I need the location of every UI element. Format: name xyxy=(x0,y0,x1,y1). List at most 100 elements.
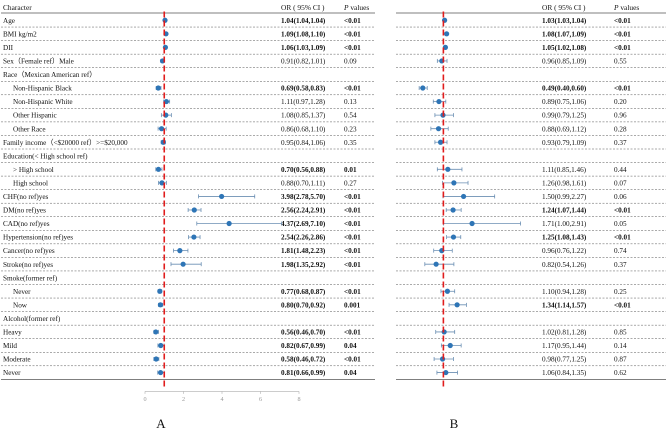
x-tick-label-a: 4 xyxy=(220,396,223,403)
row-label: Mild xyxy=(3,342,17,350)
p-value-a: <0.01 xyxy=(344,220,361,228)
p-value-b: 0.85 xyxy=(614,329,627,337)
row-label: Never xyxy=(13,288,31,296)
or-ci-b: 1.02(0.81,1.28) xyxy=(542,329,587,337)
or-ci-a: 0.77(0.68,0.87) xyxy=(281,288,326,296)
row-label: DII xyxy=(3,44,14,52)
point-b xyxy=(454,302,460,308)
or-ci-a: 0.81(0.66,0.99) xyxy=(281,369,326,377)
or-ci-a: 1.98(1.35,2.92) xyxy=(281,261,326,269)
or-ci-a: 1.06(1.03,1.09) xyxy=(281,44,326,52)
p-value-b: 0.20 xyxy=(614,98,627,106)
p-value-a: 0.04 xyxy=(344,342,357,350)
or-ci-b: 0.49(0.40,0.60) xyxy=(542,85,587,93)
p-value-b: <0.01 xyxy=(614,85,631,93)
point-b xyxy=(450,234,457,240)
point-b xyxy=(443,369,449,376)
point-b xyxy=(469,220,475,227)
or-ci-a: 1.81(1.48,2.23) xyxy=(281,247,326,255)
row-label: Family income（<$20000 ref）>=$20,000 xyxy=(3,139,128,147)
or-ci-a: 0.58(0.46,0.72) xyxy=(281,356,326,364)
row-label: High school xyxy=(13,179,48,187)
point-a xyxy=(191,207,197,213)
p-value-a: <0.01 xyxy=(344,329,361,337)
point-b xyxy=(435,126,442,132)
p-value-a: <0.01 xyxy=(344,207,361,215)
point-a xyxy=(219,193,225,200)
or-ci-b: 0.98(0.77,1.25) xyxy=(542,356,587,364)
p-value-a: <0.01 xyxy=(344,288,361,296)
point-a xyxy=(153,356,159,362)
or-ci-b: 1.24(1.07,1.44) xyxy=(542,207,587,215)
point-a xyxy=(191,234,197,240)
p-value-a: <0.01 xyxy=(344,17,361,25)
or-ci-b: 1.34(1.14,1.57) xyxy=(542,301,587,309)
or-ci-a: 1.08(0.85,1.37) xyxy=(281,112,326,120)
point-a xyxy=(157,369,164,376)
row-label: Heavy xyxy=(3,329,22,337)
p-value-a: 0.13 xyxy=(344,98,357,106)
header-p-a-rest: values xyxy=(349,3,370,12)
point-a xyxy=(153,329,159,335)
point-b xyxy=(437,139,444,145)
or-ci-b: 0.82(0.54,1.26) xyxy=(542,261,587,269)
or-ci-a: 4.37(2.69,7.10) xyxy=(281,220,326,228)
x-tick-label-a: 8 xyxy=(297,396,300,403)
row-label: Age xyxy=(3,17,15,25)
or-ci-b: 1.05(1.02,1.08) xyxy=(542,44,587,52)
or-ci-b: 0.89(0.75,1.06) xyxy=(542,98,587,106)
point-a xyxy=(177,248,183,254)
row-label: Sex（Female ref）Male xyxy=(3,58,74,66)
p-value-b: 0.74 xyxy=(614,247,627,255)
p-value-b: 0.37 xyxy=(614,261,627,269)
row-label: Hypertension(no ref)yes xyxy=(3,234,73,242)
p-value-a: <0.01 xyxy=(344,234,361,242)
p-value-a: <0.01 xyxy=(344,261,361,269)
header-or-a: OR ( 95% CI ) xyxy=(281,3,325,12)
or-ci-a: 0.70(0.56,0.88) xyxy=(281,166,326,174)
point-b xyxy=(436,98,442,105)
point-a xyxy=(157,288,163,294)
x-tick-label-a: 0 xyxy=(143,396,146,403)
p-value-a: <0.01 xyxy=(344,247,361,255)
row-label: Other Race xyxy=(13,125,46,133)
p-value-b: 0.62 xyxy=(614,369,627,377)
p-value-a: 0.54 xyxy=(344,112,357,120)
or-ci-a: 3.98(2.78,5.70) xyxy=(281,193,326,201)
p-value-b: 0.07 xyxy=(614,179,627,187)
x-tick-label-a: 6 xyxy=(259,396,262,403)
header-p-a: P values xyxy=(343,3,369,12)
p-value-b: 0.37 xyxy=(614,139,627,147)
header-p-b: P values xyxy=(613,3,639,12)
or-ci-b: 1.71(1.00,2.91) xyxy=(542,220,587,228)
row-label: Stroke(no ref)yes xyxy=(3,261,53,269)
p-value-a: 0.04 xyxy=(344,369,357,377)
or-ci-a: 1.11(0.97,1.28) xyxy=(281,98,326,106)
p-value-b: <0.01 xyxy=(614,44,631,52)
panel-label-b: B xyxy=(450,416,459,431)
or-ci-b: 1.10(0.94,1.28) xyxy=(542,288,587,296)
point-b xyxy=(444,31,450,37)
p-value-a: <0.01 xyxy=(344,193,361,201)
row-label: Education(< High school ref) xyxy=(3,152,88,160)
p-value-a: <0.01 xyxy=(344,44,361,52)
or-ci-b: 0.96(0.85,1.09) xyxy=(542,58,587,66)
or-ci-a: 1.09(1.08,1.10) xyxy=(281,30,326,38)
or-ci-a: 0.80(0.70,0.92) xyxy=(281,301,326,309)
point-a xyxy=(155,166,162,172)
row-label: DM(no ref)yes xyxy=(3,207,46,215)
point-b xyxy=(441,329,447,335)
point-a xyxy=(159,180,165,186)
point-b xyxy=(433,261,439,267)
or-ci-a: 0.69(0.58,0.83) xyxy=(281,85,326,93)
p-value-a: 0.09 xyxy=(344,58,357,66)
or-ci-b: 1.08(1.07,1.09) xyxy=(542,30,587,38)
point-b xyxy=(445,166,451,172)
p-value-b: <0.01 xyxy=(614,207,631,215)
p-value-b: <0.01 xyxy=(614,301,631,309)
row-label: Non-Hispanic White xyxy=(13,98,73,106)
or-ci-a: 0.82(0.67,0.99) xyxy=(281,342,326,350)
or-ci-a: 0.88(0.70,1.11) xyxy=(281,179,326,187)
p-value-b: 0.14 xyxy=(614,342,627,350)
